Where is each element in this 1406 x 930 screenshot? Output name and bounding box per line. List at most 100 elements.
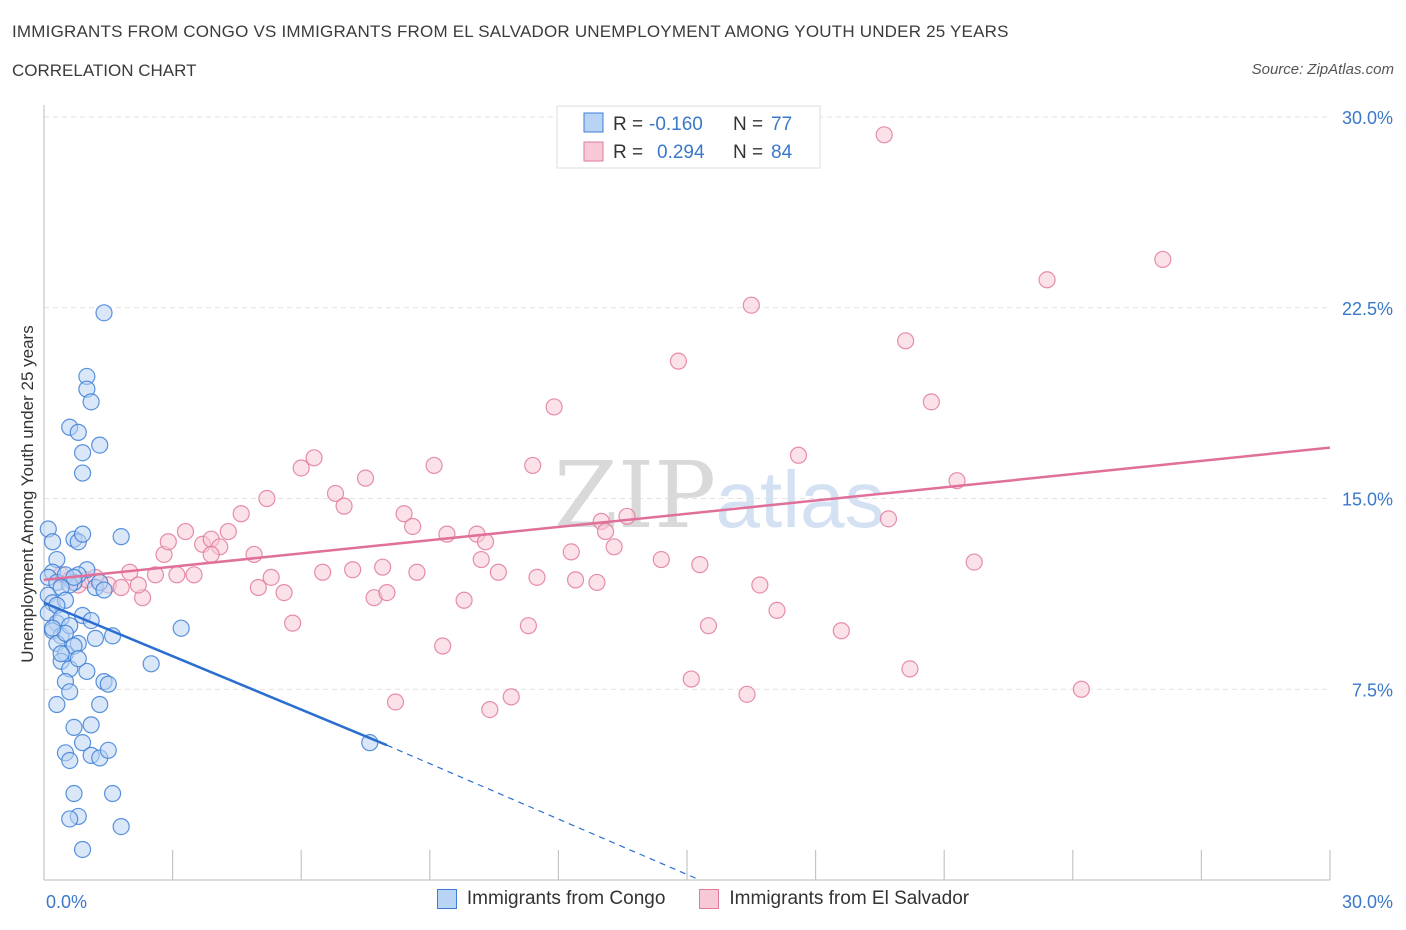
elsalvador-point — [129, 576, 147, 594]
congo-point — [69, 423, 87, 441]
elsalvador-point — [249, 578, 267, 597]
elsalvador-point — [168, 566, 186, 584]
congo-point — [73, 464, 92, 482]
elsalvador-point — [1154, 250, 1172, 269]
elsalvador-point — [185, 566, 203, 584]
congo-point — [61, 810, 79, 828]
y-tick-label: 30.0% — [1342, 108, 1393, 128]
legend-elsalvador-n-value: 84 — [771, 142, 793, 163]
congo-point — [112, 528, 130, 546]
elsalvador-point — [1038, 271, 1056, 289]
elsalvador-point — [682, 670, 700, 688]
elsalvador-point — [356, 469, 375, 487]
congo-point — [103, 784, 122, 803]
congo-point — [48, 695, 66, 714]
chart-subtitle: CORRELATION CHART — [12, 61, 197, 80]
elsalvador-point — [404, 517, 422, 536]
elsalvador-point — [588, 573, 606, 592]
legend-elsalvador-square — [699, 889, 720, 909]
elsalvador-point — [897, 332, 915, 350]
congo-trend-extension — [386, 744, 701, 881]
congo-point — [95, 581, 113, 599]
congo-point — [99, 741, 117, 759]
elsalvador-point — [489, 563, 507, 581]
chart-title: IMMIGRANTS FROM CONGO VS IMMIGRANTS FROM… — [12, 22, 1009, 41]
elsalvador-point — [1072, 680, 1090, 698]
legend-congo-swatch — [583, 112, 604, 133]
elsalvador-point — [605, 538, 623, 556]
elsalvador-point — [314, 563, 332, 581]
y-tick-label: 15.0% — [1342, 490, 1393, 510]
elsalvador-point — [875, 126, 893, 144]
elsalvador-point — [879, 510, 898, 528]
congo-point — [78, 662, 96, 681]
elsalvador-point — [386, 693, 405, 711]
elsalvador-point — [344, 561, 362, 579]
elsalvador-point — [691, 556, 709, 574]
elsalvador-point — [481, 700, 499, 719]
elsalvador-point — [112, 578, 130, 597]
y-axis-label: Unemployment Among Youth under 25 years — [18, 325, 37, 662]
elsalvador-point — [202, 545, 220, 564]
elsalvador-point — [434, 637, 452, 655]
elsalvador-point — [258, 489, 276, 508]
elsalvador-point — [275, 584, 293, 602]
congo-point — [61, 683, 79, 701]
congo-point — [61, 751, 79, 770]
elsalvador-point — [524, 456, 542, 475]
elsalvador-point — [425, 456, 443, 475]
elsalvador-point — [669, 352, 688, 370]
congo-point — [73, 525, 92, 543]
elsalvador-point — [742, 296, 760, 314]
congo-trend-line — [43, 601, 388, 747]
elsalvador-point — [618, 507, 636, 525]
elsalvador-point — [562, 543, 580, 561]
elsalvador-point — [472, 550, 490, 569]
elsalvador-point — [232, 505, 250, 523]
elsalvador-point — [699, 617, 718, 635]
elsalvador-point — [545, 398, 563, 416]
series-legend: Immigrants from Congo Immigrants from El… — [0, 888, 1406, 910]
elsalvador-point — [262, 568, 280, 586]
congo-point — [95, 304, 113, 322]
congo-point — [52, 645, 70, 663]
elsalvador-point — [146, 566, 165, 584]
legend-elsalvador-label: Immigrants from El Salvador — [729, 888, 970, 909]
elsalvador-point — [652, 550, 670, 569]
congo-point — [91, 436, 109, 454]
legend-elsalvador-r-value: 0.294 — [657, 142, 705, 163]
elsalvador-point — [159, 533, 177, 551]
congo-point — [73, 734, 92, 752]
legend-congo-r-value: -0.160 — [649, 114, 703, 135]
congo-point — [43, 533, 62, 551]
elsalvador-point — [292, 459, 310, 477]
elsalvador-point — [738, 685, 756, 703]
congo-point — [73, 444, 92, 462]
elsalvador-point — [566, 571, 585, 589]
legend-congo-r-label: R = — [613, 114, 643, 135]
legend-elsalvador-n-label: N = — [733, 142, 763, 163]
elsalvador-point — [395, 505, 413, 523]
elsalvador-point — [219, 522, 237, 541]
legend-item-elsalvador[interactable]: Immigrants from El Salvador — [699, 888, 969, 910]
elsalvador-point — [502, 688, 520, 706]
congo-point — [69, 650, 87, 668]
elsalvador-point — [922, 393, 940, 411]
elsalvador-point — [751, 576, 769, 594]
elsalvador-point — [374, 558, 392, 576]
legend-item-congo[interactable]: Immigrants from Congo — [436, 888, 665, 910]
congo-point — [73, 840, 92, 859]
legend-elsalvador-swatch — [583, 141, 604, 162]
elsalvador-point — [832, 622, 850, 640]
congo-point — [91, 695, 109, 714]
elsalvador-point — [176, 522, 195, 541]
congo-point — [99, 675, 117, 693]
y-tick-label: 7.5% — [1352, 680, 1393, 700]
congo-point — [43, 619, 62, 637]
y-tick-label: 22.5% — [1342, 299, 1393, 319]
elsalvador-point — [378, 584, 396, 602]
congo-point — [82, 393, 100, 411]
elsalvador-point — [335, 497, 353, 515]
congo-point — [172, 619, 190, 637]
